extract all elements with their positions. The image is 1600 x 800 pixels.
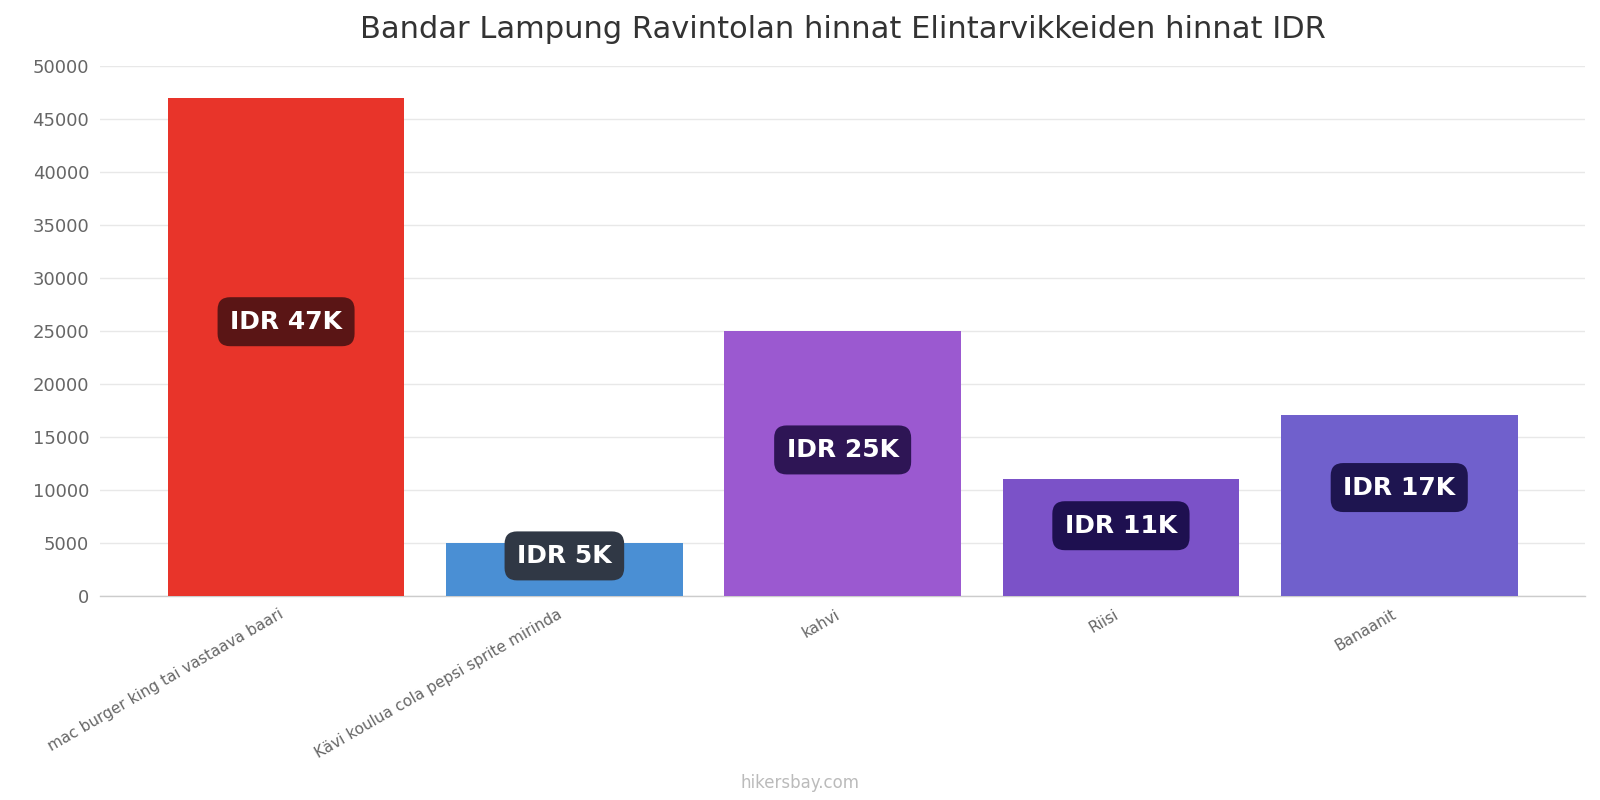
Bar: [168, 98, 405, 596]
Text: IDR 25K: IDR 25K: [787, 438, 899, 462]
Bar: [1282, 415, 1517, 596]
Bar: [446, 542, 683, 596]
Text: IDR 47K: IDR 47K: [230, 310, 342, 334]
Bar: [725, 330, 962, 596]
Bar: [1003, 479, 1240, 596]
Text: IDR 5K: IDR 5K: [517, 544, 611, 568]
Text: hikersbay.com: hikersbay.com: [741, 774, 859, 792]
Title: Bandar Lampung Ravintolan hinnat Elintarvikkeiden hinnat IDR: Bandar Lampung Ravintolan hinnat Elintar…: [360, 15, 1325, 44]
Text: IDR 11K: IDR 11K: [1066, 514, 1178, 538]
Text: IDR 17K: IDR 17K: [1342, 475, 1456, 499]
